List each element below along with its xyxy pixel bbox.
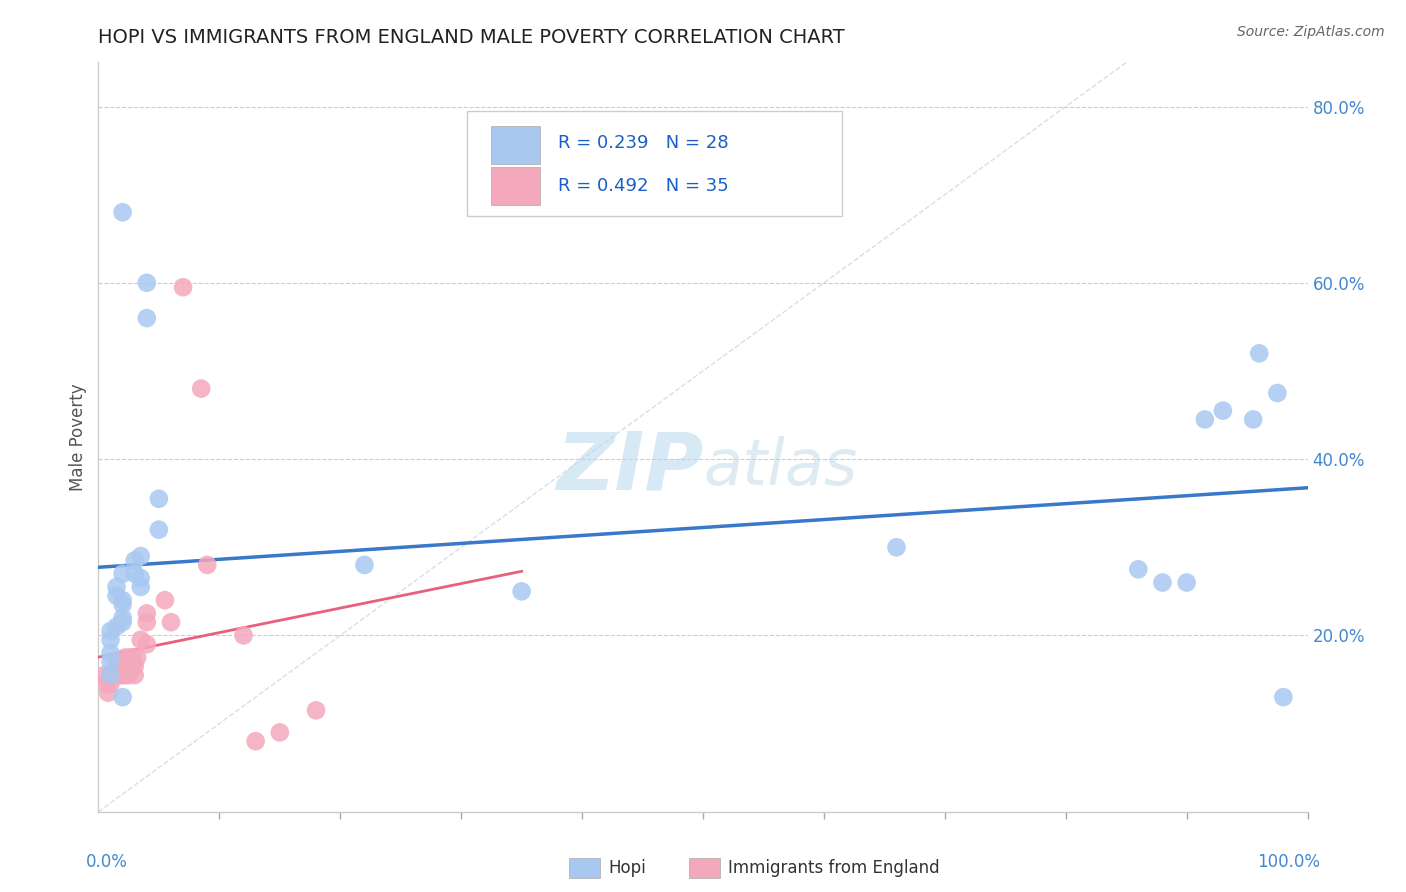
Point: [100, 624, 122, 638]
Text: Source: ZipAtlas.com: Source: ZipAtlas.com: [1237, 25, 1385, 39]
Point: [127, 650, 149, 665]
Point: [111, 659, 134, 673]
Point: [886, 541, 908, 555]
Point: [105, 589, 128, 603]
Point: [148, 491, 170, 506]
Point: [160, 615, 183, 630]
Point: [1152, 575, 1174, 590]
Y-axis label: Male Poverty: Male Poverty: [69, 384, 87, 491]
Point: [135, 276, 157, 290]
Point: [135, 607, 157, 621]
Point: [305, 703, 328, 717]
Point: [111, 615, 134, 630]
Point: [245, 734, 267, 748]
Text: HOPI VS IMMIGRANTS FROM ENGLAND MALE POVERTY CORRELATION CHART: HOPI VS IMMIGRANTS FROM ENGLAND MALE POV…: [98, 28, 845, 47]
Point: [1267, 386, 1289, 401]
Point: [135, 637, 157, 651]
Point: [124, 668, 146, 682]
Text: ZIP: ZIP: [555, 428, 703, 506]
Point: [190, 382, 212, 396]
Point: [129, 549, 152, 563]
Point: [118, 659, 141, 673]
Text: 100.0%: 100.0%: [1257, 853, 1320, 871]
Point: [121, 659, 143, 673]
Point: [111, 655, 134, 669]
Point: [114, 668, 136, 682]
Point: [153, 593, 176, 607]
Point: [111, 566, 134, 581]
Point: [129, 580, 152, 594]
Point: [114, 650, 136, 665]
Point: [103, 668, 125, 682]
Point: [108, 655, 131, 669]
Point: [124, 659, 146, 673]
Point: [111, 690, 134, 705]
Point: [1194, 412, 1216, 426]
Point: [135, 311, 157, 326]
Text: atlas: atlas: [703, 436, 858, 498]
Point: [107, 659, 129, 673]
Text: R = 0.492   N = 35: R = 0.492 N = 35: [558, 178, 728, 195]
Point: [101, 668, 124, 682]
FancyBboxPatch shape: [492, 126, 540, 163]
Point: [148, 523, 170, 537]
Point: [111, 668, 134, 682]
Point: [1272, 690, 1295, 705]
Point: [195, 558, 218, 572]
Point: [1175, 575, 1198, 590]
Point: [108, 659, 131, 673]
Point: [129, 632, 152, 647]
Point: [100, 668, 122, 682]
Point: [121, 650, 143, 665]
Point: [232, 628, 254, 642]
Point: [269, 725, 291, 739]
Point: [124, 566, 146, 581]
Point: [135, 615, 157, 630]
Point: [100, 646, 122, 660]
Point: [105, 580, 128, 594]
Point: [100, 655, 122, 669]
Point: [124, 553, 146, 567]
Text: 0.0%: 0.0%: [86, 853, 128, 871]
Text: R = 0.239   N = 28: R = 0.239 N = 28: [558, 135, 728, 153]
Point: [105, 664, 128, 678]
Point: [1212, 403, 1234, 417]
Point: [118, 650, 141, 665]
Point: [172, 280, 194, 294]
Point: [100, 632, 122, 647]
Point: [1128, 562, 1150, 576]
FancyBboxPatch shape: [467, 112, 842, 216]
Point: [111, 611, 134, 625]
Point: [108, 668, 131, 682]
Point: [1249, 346, 1271, 360]
Point: [510, 584, 533, 599]
Point: [111, 205, 134, 219]
Text: Hopi: Hopi: [609, 859, 647, 877]
FancyBboxPatch shape: [492, 168, 540, 205]
Point: [103, 664, 125, 678]
Point: [111, 598, 134, 612]
Point: [353, 558, 375, 572]
Point: [1241, 412, 1264, 426]
Point: [129, 571, 152, 585]
Point: [118, 668, 141, 682]
Point: [93, 668, 115, 682]
Point: [97, 686, 120, 700]
Point: [100, 677, 122, 691]
Point: [105, 655, 128, 669]
Text: Immigrants from England: Immigrants from England: [728, 859, 941, 877]
Point: [111, 593, 134, 607]
Point: [96, 677, 118, 691]
Point: [100, 668, 122, 682]
Point: [105, 619, 128, 633]
